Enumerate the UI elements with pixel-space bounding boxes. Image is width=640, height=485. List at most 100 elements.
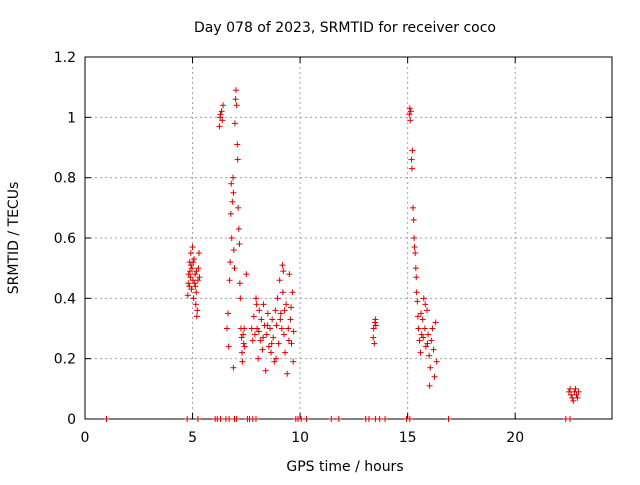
- data-point: [427, 364, 434, 371]
- data-point: [431, 373, 438, 380]
- data-point: [232, 96, 239, 103]
- data-point: [193, 313, 200, 320]
- data-point: [256, 307, 263, 314]
- data-point: [255, 328, 262, 335]
- data-points: [103, 87, 582, 422]
- data-point: [406, 416, 413, 422]
- data-point: [280, 331, 287, 338]
- data-point: [239, 349, 246, 356]
- data-point: [253, 301, 260, 308]
- data-point: [413, 289, 420, 296]
- y-tick-label: 1: [67, 110, 76, 126]
- y-tick-label: 0: [67, 412, 76, 428]
- data-point: [185, 280, 192, 287]
- data-point: [284, 370, 291, 377]
- data-point: [407, 108, 414, 115]
- data-point: [249, 337, 256, 344]
- data-point: [570, 397, 577, 404]
- data-point: [413, 274, 420, 281]
- data-point: [288, 340, 295, 347]
- data-point: [235, 204, 242, 211]
- data-point: [421, 325, 428, 332]
- data-point: [193, 268, 200, 275]
- data-point: [382, 416, 389, 422]
- data-point: [234, 141, 241, 148]
- x-tick-label: 15: [399, 430, 417, 446]
- y-tick-label: 1.2: [54, 50, 76, 66]
- data-point: [236, 241, 243, 248]
- data-point: [186, 283, 193, 290]
- x-axis-label: GPS time / hours: [286, 459, 403, 475]
- data-point: [277, 316, 284, 323]
- data-point: [196, 250, 203, 257]
- x-tick-label: 5: [188, 430, 197, 446]
- data-point: [255, 355, 262, 362]
- data-point: [424, 307, 431, 314]
- data-point: [241, 343, 248, 350]
- data-point: [429, 325, 436, 332]
- data-point: [248, 325, 255, 332]
- data-point: [290, 358, 297, 365]
- data-point: [572, 385, 579, 392]
- data-point: [228, 235, 235, 241]
- data-point: [240, 331, 247, 338]
- data-point: [372, 316, 379, 323]
- data-point: [268, 340, 275, 347]
- data-point: [419, 316, 426, 323]
- data-point: [370, 325, 377, 332]
- data-point: [274, 295, 281, 302]
- data-point: [264, 310, 271, 317]
- data-point: [218, 108, 225, 115]
- data-point: [432, 319, 439, 326]
- x-tick-label: 20: [506, 430, 524, 446]
- data-point: [370, 334, 377, 341]
- data-point: [426, 352, 433, 359]
- y-tick-label: 0.8: [54, 171, 76, 187]
- y-tick-label: 0.2: [54, 352, 76, 368]
- data-point: [409, 147, 416, 154]
- data-point: [217, 111, 224, 118]
- data-point: [288, 304, 295, 311]
- data-point: [410, 204, 417, 211]
- data-point: [265, 343, 272, 350]
- data-point: [417, 349, 424, 356]
- data-point: [282, 349, 289, 356]
- data-point: [217, 416, 224, 422]
- data-point: [268, 349, 275, 356]
- data-point: [568, 391, 575, 398]
- data-point: [372, 322, 379, 329]
- data-point: [278, 325, 285, 332]
- data-point: [223, 325, 230, 332]
- data-point: [193, 289, 200, 296]
- data-point: [411, 235, 418, 241]
- data-point: [272, 307, 279, 314]
- data-point: [225, 343, 232, 350]
- data-point: [241, 325, 248, 332]
- data-point: [376, 416, 383, 422]
- data-point: [569, 394, 576, 401]
- data-point: [276, 277, 283, 284]
- data-point: [189, 244, 196, 251]
- data-point: [231, 265, 238, 272]
- data-point: [273, 322, 280, 329]
- data-point: [422, 343, 429, 350]
- y-axis-label: SRMTID / TECUs: [6, 182, 22, 295]
- data-point: [253, 295, 260, 302]
- data-point: [239, 358, 246, 365]
- data-point: [254, 325, 261, 332]
- data-point: [240, 340, 247, 347]
- data-point: [250, 313, 257, 320]
- data-point: [192, 301, 199, 308]
- data-point: [410, 216, 417, 223]
- data-point: [238, 334, 245, 341]
- data-point: [184, 416, 191, 422]
- data-point: [258, 316, 265, 323]
- x-tick-label: 0: [81, 430, 90, 446]
- data-point: [235, 225, 242, 232]
- data-point: [283, 301, 290, 308]
- data-point: [285, 325, 292, 332]
- data-point: [424, 340, 431, 347]
- data-point: [271, 358, 278, 365]
- data-point: [406, 111, 413, 118]
